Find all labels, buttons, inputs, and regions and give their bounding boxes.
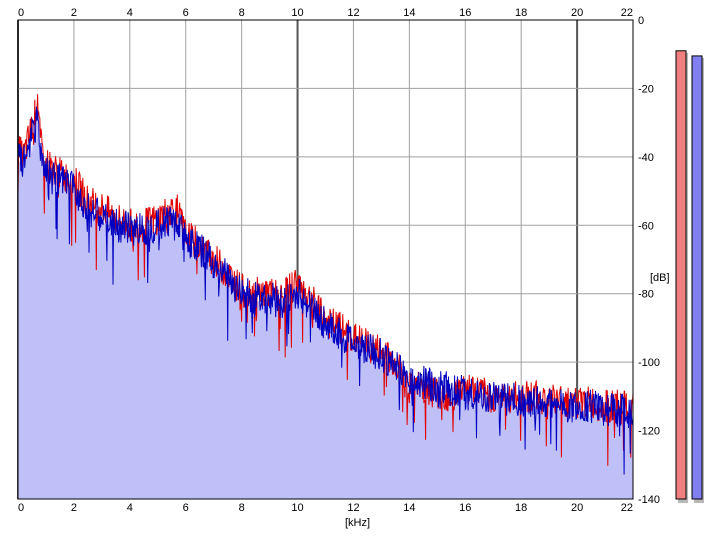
- x-tick-labels-bottom: 0 2 4 6 8 10 12 14 16 18 20 22: [18, 502, 633, 514]
- x-tick-label: 14: [403, 502, 415, 514]
- y-tick-label: -140: [638, 494, 660, 506]
- y-tick-labels: 0 -20 -40 -60 -80 -100 -120 -140: [638, 15, 660, 506]
- x-tick-label-top: 10: [291, 7, 303, 19]
- y-tick-label: -60: [638, 220, 654, 232]
- x-tick-label: 22: [621, 502, 633, 514]
- spectrum-fill: [18, 115, 633, 500]
- x-tick-label: 16: [459, 502, 471, 514]
- y-tick-label: -40: [638, 152, 654, 164]
- x-tick-label: 2: [71, 502, 77, 514]
- x-tick-labels-top: 0 2 4 6 8 10 12 14 16 18 20 22: [18, 7, 633, 19]
- x-tick-label-top: 20: [571, 7, 583, 19]
- series-line-blue: [17, 106, 634, 475]
- x-tick-label: 18: [515, 502, 527, 514]
- x-tick-label: 4: [127, 502, 133, 514]
- level-meter-bar: [691, 55, 703, 500]
- x-tick-label-top: 16: [459, 7, 471, 19]
- x-tick-label-top: 4: [127, 7, 133, 19]
- y-tick-label: 0: [638, 15, 644, 27]
- x-tick-label: 10: [291, 502, 303, 514]
- x-tick-label: 8: [239, 502, 245, 514]
- x-tick-label-top: 14: [403, 7, 415, 19]
- level-meters: [675, 50, 704, 504]
- series-layer: [17, 94, 634, 475]
- x-tick-label: 20: [571, 502, 583, 514]
- x-tick-label: 0: [18, 502, 24, 514]
- y-tick-label: -120: [638, 426, 660, 438]
- x-tick-label-top: 2: [71, 7, 77, 19]
- x-tick-label-top: 18: [515, 7, 527, 19]
- y-axis-label: [dB]: [650, 272, 670, 284]
- x-tick-label-top: 0: [18, 7, 24, 19]
- y-tick-label: -100: [638, 357, 660, 369]
- x-tick-label-top: 6: [183, 7, 189, 19]
- x-tick-label-top: 22: [621, 7, 633, 19]
- x-tick-label: 12: [347, 502, 359, 514]
- y-tick-label: -20: [638, 83, 654, 95]
- y-tick-label: -80: [638, 289, 654, 301]
- x-tick-label-top: 8: [239, 7, 245, 19]
- plot-frame: [17, 19, 634, 500]
- x-tick-label-top: 12: [347, 7, 359, 19]
- x-axis-label: [kHz]: [345, 517, 370, 529]
- level-meter-bar: [675, 50, 687, 500]
- x-tick-label: 6: [183, 502, 189, 514]
